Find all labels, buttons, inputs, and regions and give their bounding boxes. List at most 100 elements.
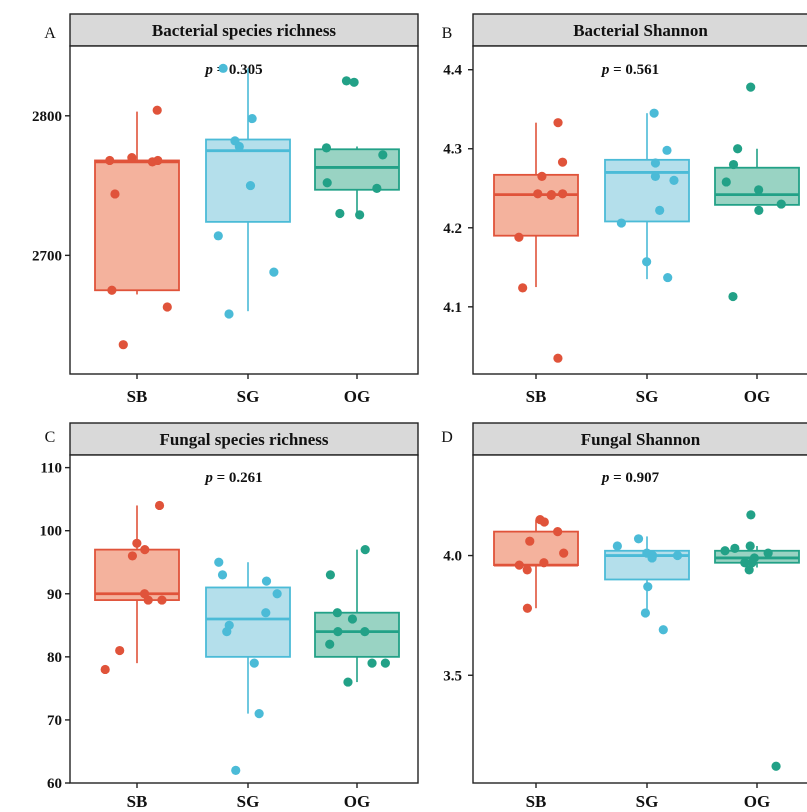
data-point [744, 565, 754, 575]
data-point [553, 118, 563, 128]
data-point [643, 582, 653, 592]
panel-strip [472, 13, 807, 47]
data-point [140, 545, 150, 555]
data-point [157, 595, 167, 605]
data-point [249, 658, 259, 668]
data-point [558, 189, 568, 199]
data-point [546, 190, 556, 200]
x-tick-label: OG [344, 387, 370, 406]
data-point [522, 565, 532, 575]
p-symbol: p [203, 62, 213, 78]
p-value-annotation: p = 0.261 [203, 470, 262, 486]
box-sb [94, 548, 180, 601]
y-tick-label: 4.1 [443, 300, 462, 316]
data-point [355, 210, 365, 220]
data-point [662, 145, 672, 155]
data-point [525, 536, 535, 546]
data-point [647, 553, 657, 563]
panel-b: B Bacterial Shannon p = 0.561 4.1 4.2 4.3 4.4 S… [442, 13, 807, 406]
y-tick-label: 4.0 [443, 549, 462, 565]
data-point [217, 570, 228, 580]
data-point [658, 625, 668, 635]
x-tick-label: SG [237, 792, 260, 811]
panel-tag: D [441, 429, 453, 446]
x-tick-label: SB [127, 387, 148, 406]
y-tick-label: 2700 [32, 248, 62, 264]
data-point [746, 510, 756, 520]
data-point [115, 645, 125, 656]
data-point [754, 185, 764, 195]
data-point [127, 153, 137, 163]
data-point [105, 155, 115, 166]
data-point [553, 527, 563, 537]
p-value-annotation: p = 0.561 [600, 62, 659, 78]
data-point [616, 218, 626, 228]
box-og [314, 611, 400, 658]
data-point [132, 538, 142, 548]
data-point [360, 627, 370, 637]
data-point [245, 180, 256, 191]
data-point [539, 558, 549, 568]
data-point [347, 614, 358, 624]
y-tick-label: 60 [47, 776, 62, 792]
data-point [669, 175, 679, 185]
data-point [655, 205, 665, 215]
data-point [153, 155, 163, 166]
data-point [325, 570, 336, 580]
data-point [745, 541, 755, 551]
data-point [269, 267, 279, 277]
data-point [118, 340, 128, 350]
panel-tag: A [44, 25, 56, 42]
data-point [746, 82, 756, 92]
data-point [367, 658, 377, 668]
data-point [100, 664, 110, 675]
data-point [728, 159, 739, 170]
data-point [720, 546, 730, 556]
y-tick-label: 100 [40, 524, 63, 540]
data-point [360, 545, 370, 555]
data-point [557, 157, 568, 167]
p-symbol: p [600, 470, 610, 486]
data-point [663, 272, 673, 283]
p-value-text: = 0.907 [609, 470, 659, 486]
x-tick-label: SB [127, 792, 148, 811]
panel-a: A Bacterial species richness p = 0.305 2700… [32, 13, 419, 406]
data-point [224, 309, 234, 319]
data-point [154, 500, 165, 511]
y-tick-label: 3.5 [443, 668, 462, 684]
data-point [672, 550, 683, 561]
box-sb [493, 530, 579, 567]
data-point [733, 144, 743, 154]
box-og [714, 166, 800, 206]
p-symbol: p [600, 62, 610, 78]
data-point [730, 543, 740, 553]
data-point [247, 113, 257, 124]
x-tick-label: OG [744, 387, 770, 406]
box-sg [604, 158, 690, 223]
y-tick-label: 2800 [32, 109, 62, 125]
data-point [335, 208, 345, 219]
x-tick-label: OG [344, 792, 370, 811]
data-point [514, 560, 524, 570]
data-point [776, 199, 786, 209]
data-point [559, 548, 569, 558]
data-point [261, 608, 271, 618]
data-point [152, 105, 162, 115]
p-symbol: p [203, 470, 213, 486]
data-point [518, 283, 528, 293]
data-point [640, 608, 650, 618]
box-sb [94, 159, 180, 292]
data-point [214, 557, 224, 567]
x-tick-label: SB [526, 387, 547, 406]
data-point [378, 150, 388, 160]
panel-tag: C [45, 429, 56, 446]
data-point [107, 285, 117, 295]
box-sg [205, 138, 291, 223]
data-point [332, 608, 342, 618]
data-point [721, 177, 731, 187]
data-point [349, 77, 359, 87]
data-point [162, 302, 172, 312]
data-point [321, 143, 332, 153]
data-point [261, 576, 272, 586]
